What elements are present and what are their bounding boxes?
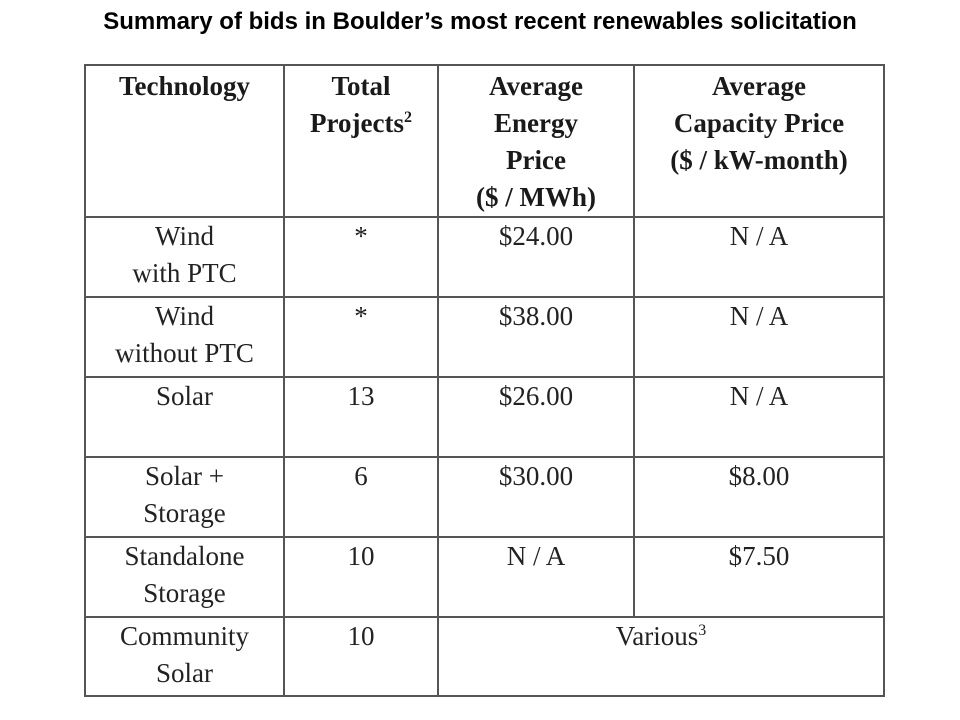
header-total-projects: Total Projects2 (283, 64, 439, 218)
table-row: Wind without PTC * $38.00 N / A (84, 296, 885, 378)
bids-summary-table: Technology Total Projects2 Average Energ… (84, 64, 885, 697)
header-average-capacity-price: Average Capacity Price ($ / kW-month) (633, 64, 885, 218)
cell-technology: Solar + Storage (84, 456, 285, 538)
header-average-energy-price: Average Energy Price ($ / MWh) (437, 64, 635, 218)
cell-merged-price: Various3 (437, 616, 885, 697)
table-header-row: Technology Total Projects2 Average Energ… (84, 64, 885, 218)
cell-total-projects: * (283, 216, 439, 298)
cell-capacity-price: N / A (633, 216, 885, 298)
cell-total-projects: 13 (283, 376, 439, 458)
cell-capacity-price: $8.00 (633, 456, 885, 538)
table-row: Standalone Storage 10 N / A $7.50 (84, 536, 885, 618)
cell-technology: Standalone Storage (84, 536, 285, 618)
cell-total-projects: 10 (283, 536, 439, 618)
cell-energy-price: $38.00 (437, 296, 635, 378)
header-technology: Technology (84, 64, 285, 218)
cell-total-projects: 6 (283, 456, 439, 538)
cell-technology: Wind without PTC (84, 296, 285, 378)
cell-capacity-price: N / A (633, 296, 885, 378)
cell-energy-price: $30.00 (437, 456, 635, 538)
table-row: Community Solar 10 Various3 (84, 616, 885, 697)
cell-total-projects: * (283, 296, 439, 378)
table-row: Wind with PTC * $24.00 N / A (84, 216, 885, 298)
footnote-marker-3: 3 (698, 622, 707, 639)
cell-energy-price: $24.00 (437, 216, 635, 298)
footnote-marker-2: 2 (403, 109, 412, 126)
table-row: Solar 13 $26.00 N / A (84, 376, 885, 458)
cell-technology: Wind with PTC (84, 216, 285, 298)
table-row: Solar + Storage 6 $30.00 $8.00 (84, 456, 885, 538)
cell-energy-price: N / A (437, 536, 635, 618)
cell-total-projects: 10 (283, 616, 439, 697)
cell-capacity-price: N / A (633, 376, 885, 458)
cell-capacity-price: $7.50 (633, 536, 885, 618)
cell-technology: Solar (84, 376, 285, 458)
slide-title: Summary of bids in Boulder’s most recent… (103, 8, 857, 35)
cell-energy-price: $26.00 (437, 376, 635, 458)
cell-technology: Community Solar (84, 616, 285, 697)
